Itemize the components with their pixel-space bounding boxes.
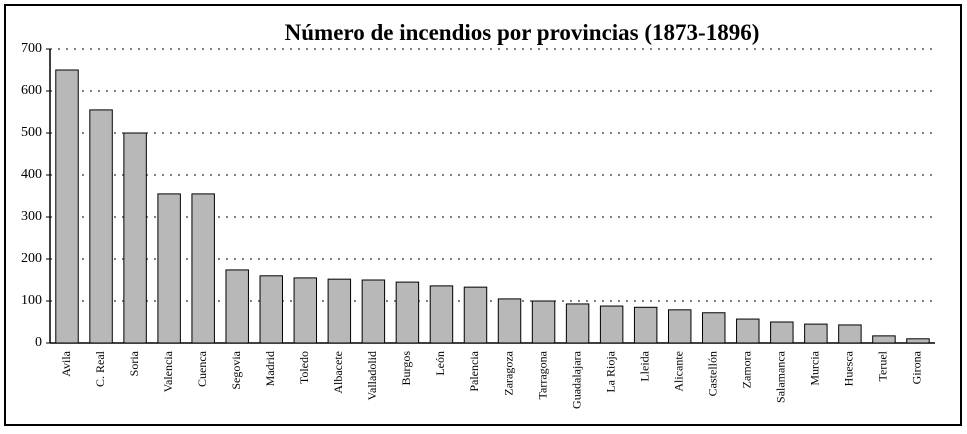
x-tick-label: Valencia <box>161 350 175 392</box>
y-tick-label: 400 <box>21 167 42 182</box>
x-tick-label: Alicante <box>671 351 685 392</box>
x-tick-label: Tarragona <box>535 350 549 399</box>
bar <box>55 69 79 344</box>
bar <box>565 303 590 344</box>
x-tick-label: Girona <box>910 350 924 384</box>
x-tick-label: Lleida <box>637 350 651 381</box>
bar <box>770 321 794 344</box>
bar <box>736 318 760 344</box>
x-tick-label: Murcia <box>808 350 822 385</box>
x-tick-label: Madrid <box>263 351 277 386</box>
x-tick-label: Avila <box>59 350 73 376</box>
bar <box>429 285 454 344</box>
x-tick-label: Soria <box>127 350 141 376</box>
x-tick-label: Albacete <box>331 351 345 394</box>
bar <box>225 269 249 344</box>
x-tick-label: Guadalajara <box>569 350 583 409</box>
x-tick-label: Toledo <box>297 351 311 384</box>
x-tick-label: Salamanca <box>774 350 788 403</box>
bar <box>599 305 624 344</box>
bar <box>667 309 692 344</box>
bar <box>906 338 930 344</box>
x-tick-label: Zaragoza <box>501 350 515 395</box>
bar <box>293 277 318 344</box>
bar <box>531 300 556 344</box>
bar <box>157 193 181 344</box>
y-tick-label: 700 <box>21 41 42 56</box>
y-tick-label: 0 <box>35 335 42 350</box>
bar <box>497 298 522 344</box>
x-tick-label: Teruel <box>876 350 890 381</box>
bar <box>702 312 726 344</box>
bar <box>633 306 658 344</box>
chart-title: Número de incendios por provincias (1873… <box>285 20 760 45</box>
bar <box>327 278 352 344</box>
bar <box>259 275 283 344</box>
y-tick-label: 500 <box>21 125 42 140</box>
x-tick-label: Cuenca <box>195 350 209 387</box>
x-tick-label: La Rioja <box>603 350 617 392</box>
x-tick-label: León <box>433 351 447 376</box>
bar <box>804 323 828 344</box>
y-tick-label: 200 <box>21 251 42 266</box>
bar <box>89 109 113 344</box>
bar <box>191 193 215 344</box>
bar <box>395 281 420 344</box>
x-tick-label: Castellón <box>706 351 720 396</box>
frame <box>4 4 962 426</box>
y-tick-label: 100 <box>21 293 42 308</box>
bar <box>838 324 862 344</box>
y-tick-label: 300 <box>21 209 42 224</box>
x-tick-label: Huesca <box>842 350 856 386</box>
x-tick-label: Segovia <box>229 350 243 389</box>
x-tick-label: Zamora <box>740 350 754 388</box>
bar <box>123 132 147 344</box>
bar <box>361 279 386 344</box>
x-tick-label: C. Real <box>93 350 107 387</box>
bar <box>872 335 896 344</box>
bar <box>463 286 488 344</box>
x-tick-label: Burgos <box>399 351 413 386</box>
x-tick-label: Palencia <box>467 350 481 391</box>
x-tick-label: Valladolid <box>365 351 379 400</box>
y-tick-label: 600 <box>21 83 42 98</box>
